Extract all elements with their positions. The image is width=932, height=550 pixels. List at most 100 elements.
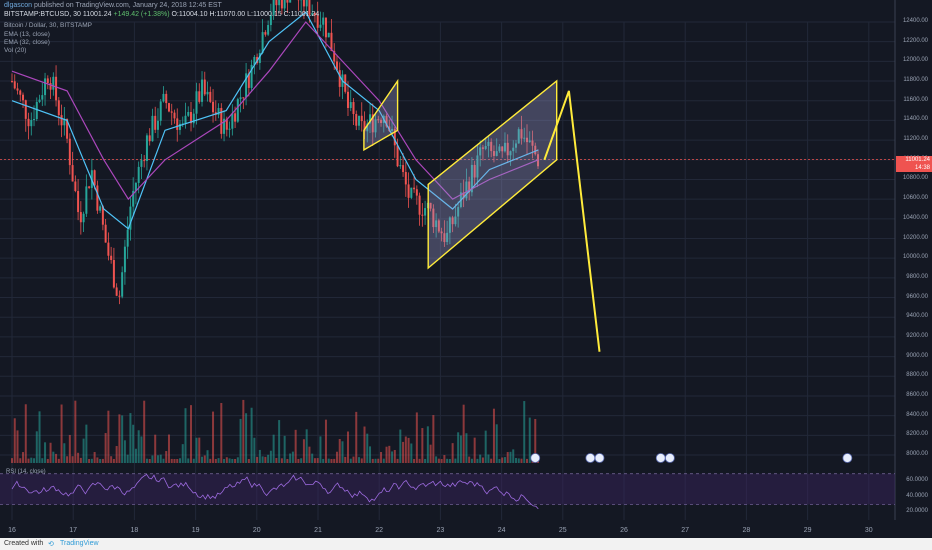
- candle-body: [170, 111, 173, 113]
- volume-bar: [443, 455, 446, 463]
- volume-bar: [68, 434, 71, 463]
- volume-bar: [517, 458, 520, 463]
- price-tick-label: 8000.00: [906, 451, 928, 457]
- rsi-tick-label: 40.0000: [906, 492, 928, 499]
- candle-body: [305, 0, 308, 7]
- volume-bar: [333, 458, 336, 463]
- rsi-label[interactable]: RSI (14, close): [6, 469, 46, 475]
- candle-body: [96, 185, 99, 211]
- candle-body: [391, 128, 394, 131]
- volume-bar: [404, 436, 407, 463]
- volume-bar: [198, 437, 201, 463]
- user-drawings: [363, 78, 601, 352]
- price-tick-label: 9600.00: [906, 293, 928, 300]
- candle-body: [206, 91, 209, 95]
- volume-bar: [156, 455, 159, 463]
- candle-body: [33, 119, 36, 121]
- time-tick-label: 22: [375, 527, 384, 534]
- created-with-text: Created with: [4, 540, 44, 547]
- candle-body: [88, 186, 91, 188]
- price-tick-label: 10800.00: [902, 175, 928, 182]
- volume-bar: [60, 404, 63, 463]
- volume-bar: [363, 426, 366, 463]
- candle-body: [352, 102, 355, 114]
- volume-bar: [165, 451, 168, 463]
- candle-body: [424, 208, 427, 216]
- volume-bar: [44, 442, 47, 463]
- tradingview-logo-icon[interactable]: ⟲: [48, 541, 54, 548]
- volume-bar: [234, 459, 237, 463]
- candle-body: [129, 206, 132, 230]
- volume-bar: [170, 458, 173, 463]
- candle-body: [115, 287, 118, 296]
- candle-body: [35, 101, 38, 120]
- legend-ema32[interactable]: EMA (32, close): [4, 39, 50, 46]
- legend-ema13[interactable]: EMA (13, close): [4, 31, 50, 38]
- candle-body: [93, 170, 96, 186]
- candle-body: [181, 123, 184, 125]
- volume-bar: [289, 453, 292, 463]
- tradingview-brand[interactable]: TradingView: [60, 540, 99, 547]
- volume-bar: [316, 458, 319, 463]
- publisher-name[interactable]: dlgascon: [4, 2, 33, 9]
- candle-body: [338, 70, 341, 87]
- time-tick-label: 29: [803, 527, 812, 534]
- symbol[interactable]: BITSTAMP:BTCUSD, 30: [4, 11, 81, 18]
- candle-body: [46, 78, 49, 83]
- candle-body: [289, 0, 292, 3]
- candle-body: [399, 165, 402, 167]
- volume-bar: [286, 458, 289, 463]
- candle-body: [104, 224, 107, 243]
- volume-bar: [90, 458, 93, 463]
- candle-body: [451, 217, 454, 225]
- candle-body: [380, 119, 383, 124]
- price-tick-label: 9200.00: [906, 332, 928, 339]
- volume-bar: [110, 456, 113, 463]
- candle-body: [275, 0, 278, 6]
- volume-bar: [82, 438, 85, 463]
- candle-body: [327, 32, 330, 38]
- volume-bar: [245, 413, 248, 463]
- volume-bar: [231, 458, 234, 463]
- price-change: +149.42 (+1.38%): [113, 11, 170, 18]
- volume-bar: [96, 457, 99, 463]
- volume-bar: [33, 458, 36, 463]
- volume-bar: [74, 400, 77, 463]
- volume-bar: [250, 407, 253, 463]
- volume-bar: [294, 429, 297, 463]
- candle-body: [201, 79, 204, 102]
- volume-bar: [396, 458, 399, 463]
- volume-bar: [520, 458, 523, 463]
- volume-bar: [391, 451, 394, 463]
- candle-body: [24, 100, 27, 119]
- channel-drawing: [427, 79, 558, 270]
- volume-bar: [267, 454, 270, 463]
- volume-bar: [388, 445, 391, 463]
- volume-bar: [349, 458, 352, 463]
- candle-body: [19, 90, 22, 95]
- candle-body: [85, 186, 88, 214]
- volume-bar: [46, 458, 49, 463]
- volume-bar: [269, 450, 272, 463]
- candle-body: [528, 140, 531, 143]
- price-tick-label: 9800.00: [906, 273, 928, 280]
- volume-bar: [512, 449, 515, 463]
- candle-body: [77, 191, 80, 213]
- publish-info: dlgascon published on TradingView.com, J…: [4, 2, 222, 9]
- candle-body: [195, 91, 198, 114]
- candle-body: [490, 141, 493, 152]
- candle-body: [198, 91, 201, 102]
- volume-bar: [93, 452, 96, 463]
- volume-bar: [302, 439, 305, 463]
- volume-bar: [203, 455, 206, 463]
- candle-body: [269, 14, 272, 26]
- time-tick-label: 21: [314, 527, 322, 534]
- candle-body: [448, 217, 451, 233]
- volume-bar: [358, 457, 361, 463]
- legend-volume[interactable]: Vol (20): [4, 47, 27, 54]
- volume-bar: [377, 458, 380, 463]
- volume-bar: [446, 458, 449, 463]
- candle-body: [385, 115, 388, 127]
